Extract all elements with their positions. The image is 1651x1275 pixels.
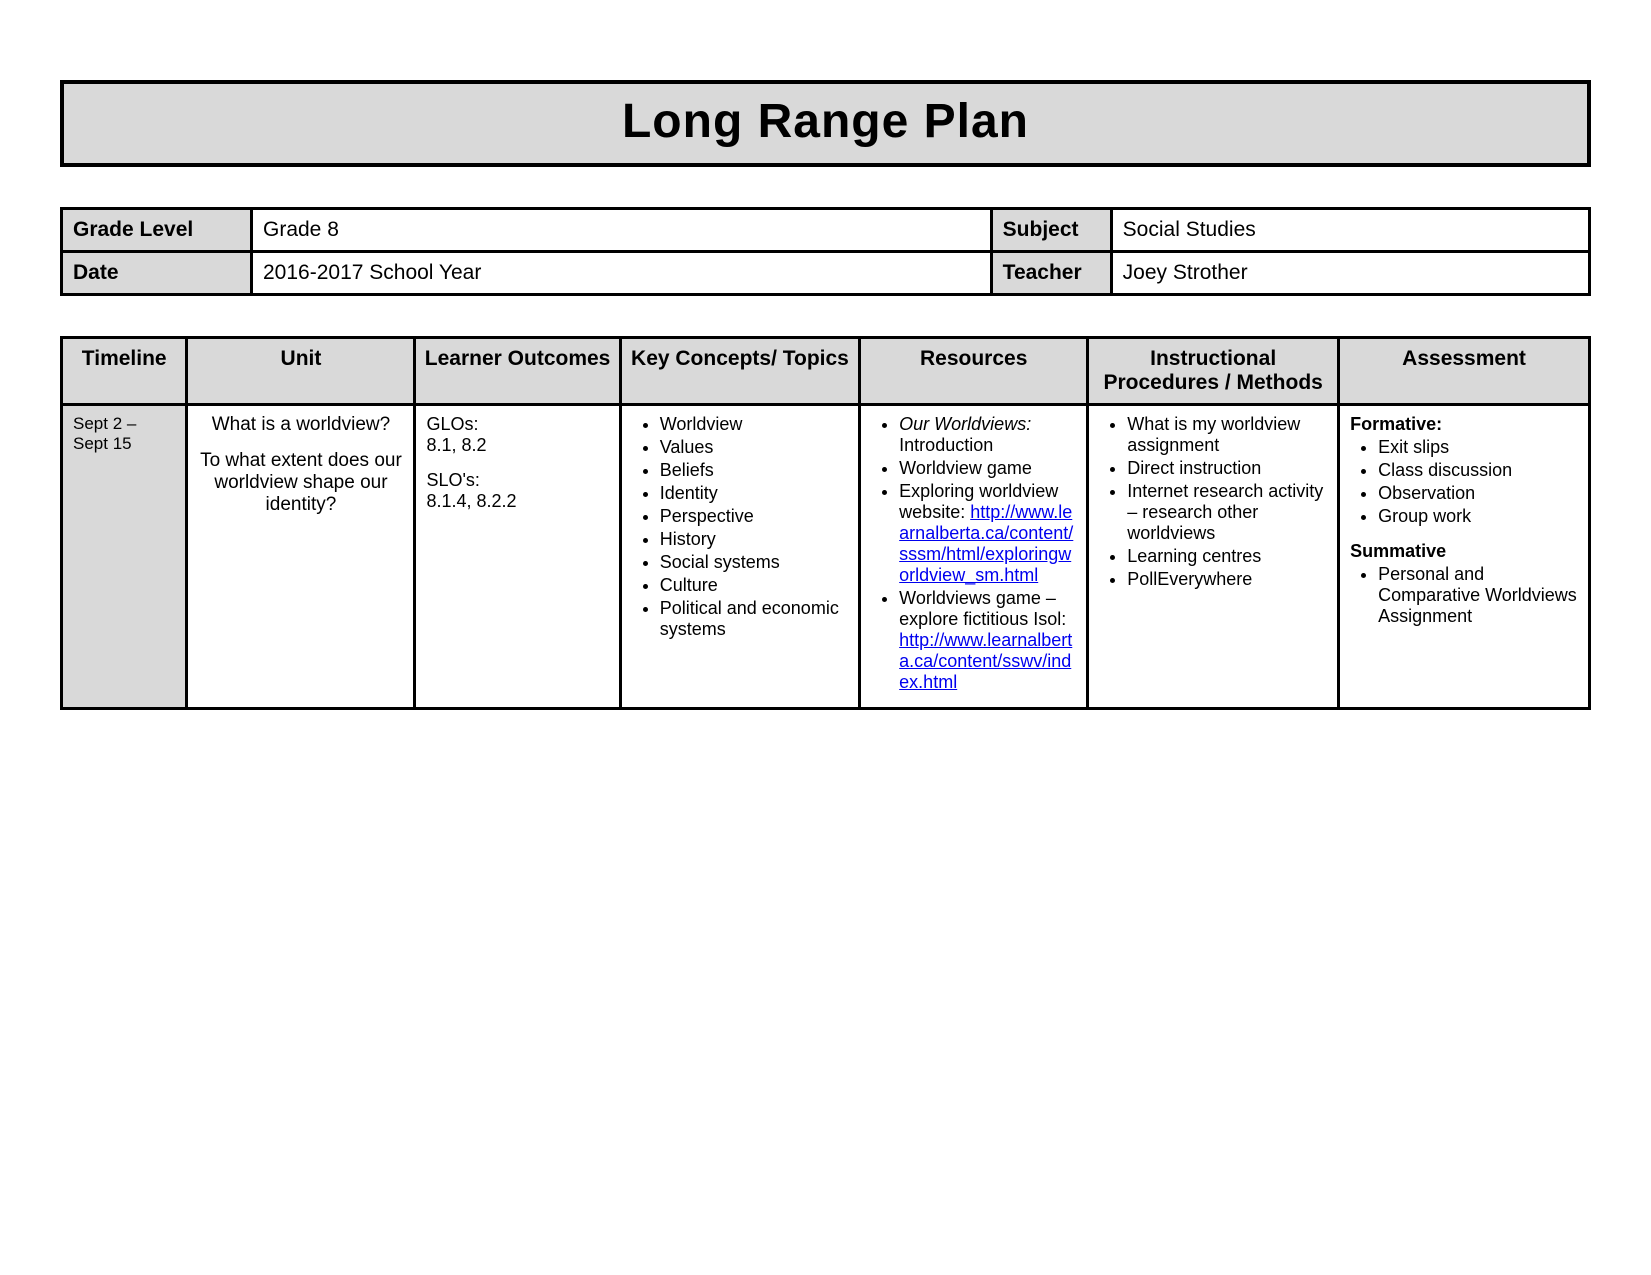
list-item: Political and economic systems (660, 598, 848, 640)
list-item: Worldview (660, 414, 848, 435)
cell-outcomes: GLOs: 8.1, 8.2 SLO's: 8.1.4, 8.2.2 (415, 405, 620, 709)
list-item: Identity (660, 483, 848, 504)
resource-link[interactable]: http://www.learnalberta.ca/content/sswv/… (899, 630, 1072, 692)
concepts-list: Worldview Values Beliefs Identity Perspe… (632, 414, 848, 640)
subject-label: Subject (991, 209, 1111, 252)
resource-italic: Our Worldviews: (899, 414, 1031, 434)
cell-methods: What is my worldview assignment Direct i… (1088, 405, 1339, 709)
th-timeline: Timeline (62, 338, 187, 405)
th-resources: Resources (860, 338, 1088, 405)
cell-assessment: Formative: Exit slips Class discussion O… (1339, 405, 1590, 709)
glo-label: GLOs: (426, 414, 608, 435)
cell-timeline: Sept 2 – Sept 15 (62, 405, 187, 709)
resource-text: Introduction (899, 435, 993, 455)
grade-value: Grade 8 (252, 209, 992, 252)
cell-concepts: Worldview Values Beliefs Identity Perspe… (620, 405, 859, 709)
date-label: Date (62, 252, 252, 295)
subject-value: Social Studies (1111, 209, 1589, 252)
list-item: Class discussion (1378, 460, 1578, 481)
list-item: Internet research activity – research ot… (1127, 481, 1327, 544)
teacher-value: Joey Strother (1111, 252, 1589, 295)
title-bar: Long Range Plan (60, 80, 1591, 167)
table-row: Sept 2 – Sept 15 What is a worldview? To… (62, 405, 1590, 709)
summative-list: Personal and Comparative Worldviews Assi… (1350, 564, 1578, 627)
cell-unit: What is a worldview? To what extent does… (187, 405, 415, 709)
summative-label: Summative (1350, 541, 1578, 562)
list-item: Values (660, 437, 848, 458)
list-item: Social systems (660, 552, 848, 573)
list-item: Worldview game (899, 458, 1076, 479)
unit-q1: What is a worldview? (198, 414, 403, 436)
th-assessment: Assessment (1339, 338, 1590, 405)
slo-label: SLO's: (426, 470, 608, 491)
cell-resources: Our Worldviews: Introduction Worldview g… (860, 405, 1088, 709)
list-item: Direct instruction (1127, 458, 1327, 479)
teacher-label: Teacher (991, 252, 1111, 295)
th-unit: Unit (187, 338, 415, 405)
th-outcomes: Learner Outcomes (415, 338, 620, 405)
resource-text: Worldviews game – explore fictitious Iso… (899, 588, 1066, 629)
list-item: Exploring worldview website: http://www.… (899, 481, 1076, 586)
list-item: Worldviews game – explore fictitious Iso… (899, 588, 1076, 693)
grade-label: Grade Level (62, 209, 252, 252)
list-item: Personal and Comparative Worldviews Assi… (1378, 564, 1578, 627)
th-concepts: Key Concepts/ Topics (620, 338, 859, 405)
plan-table: Timeline Unit Learner Outcomes Key Conce… (60, 336, 1591, 710)
formative-label: Formative: (1350, 414, 1578, 435)
list-item: Exit slips (1378, 437, 1578, 458)
list-item: Our Worldviews: Introduction (899, 414, 1076, 456)
list-item: Culture (660, 575, 848, 596)
methods-list: What is my worldview assignment Direct i… (1099, 414, 1327, 590)
list-item: What is my worldview assignment (1127, 414, 1327, 456)
list-item: Observation (1378, 483, 1578, 504)
page-title: Long Range Plan (64, 94, 1587, 149)
list-item: History (660, 529, 848, 550)
th-methods: Instructional Procedures / Methods (1088, 338, 1339, 405)
list-item: Perspective (660, 506, 848, 527)
resources-list: Our Worldviews: Introduction Worldview g… (871, 414, 1076, 693)
slo-value: 8.1.4, 8.2.2 (426, 491, 608, 512)
list-item: Beliefs (660, 460, 848, 481)
unit-q2: To what extent does our worldview shape … (198, 450, 403, 516)
info-table: Grade Level Grade 8 Subject Social Studi… (60, 207, 1591, 296)
list-item: Group work (1378, 506, 1578, 527)
date-value: 2016-2017 School Year (252, 252, 992, 295)
formative-list: Exit slips Class discussion Observation … (1350, 437, 1578, 527)
list-item: Learning centres (1127, 546, 1327, 567)
glo-value: 8.1, 8.2 (426, 435, 608, 456)
list-item: PollEverywhere (1127, 569, 1327, 590)
